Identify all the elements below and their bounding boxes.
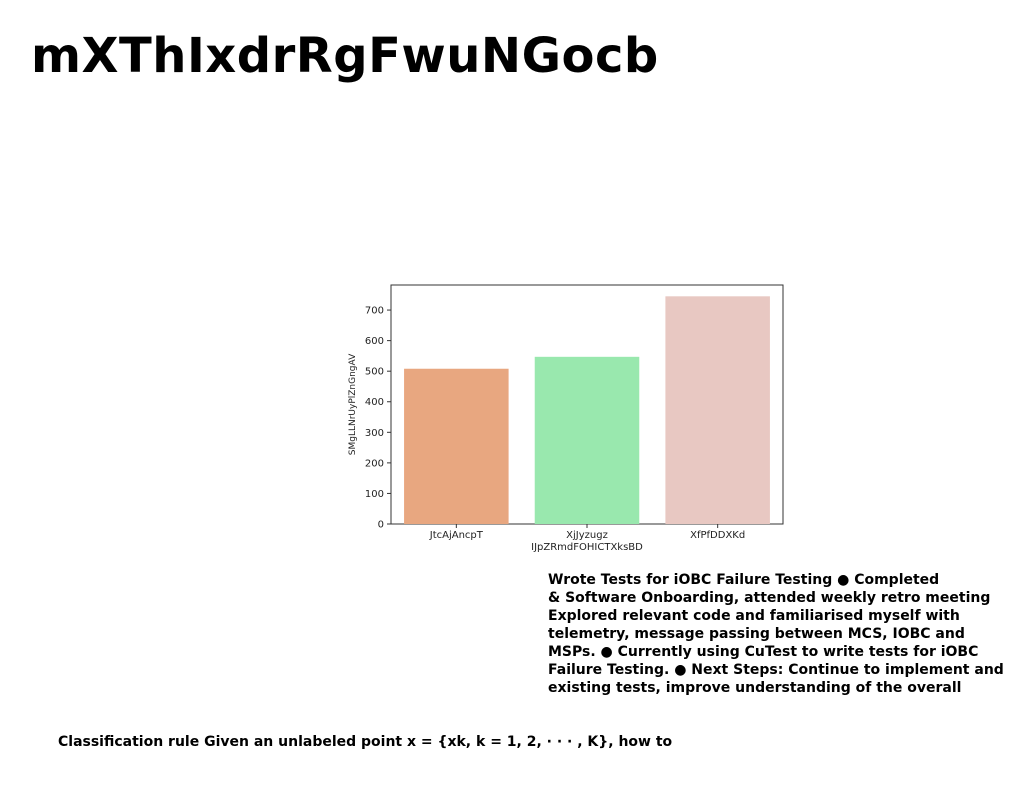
y-tick-label: 200	[365, 458, 384, 469]
notes-line: Failure Testing. ● Next Steps: Continue …	[548, 662, 1004, 678]
notes-line: Explored relevant code and familiarised …	[548, 608, 960, 624]
bar	[404, 368, 509, 524]
bar-chart: 0 100 200 300 400 500 600 700 SMgLLNrUyPlZnGngAV…	[340, 280, 790, 560]
bar	[665, 296, 770, 524]
x-tick-label: IJpZRmdFOHICTXksBD	[531, 542, 643, 553]
notes-line: MSPs. ● Currently using CuTest to write …	[548, 644, 979, 660]
y-tick-label: 100	[365, 489, 384, 500]
x-tick-label: XjJyzugz	[566, 530, 608, 541]
classification-rule-text: Classification rule Given an unlabeled p…	[58, 734, 673, 750]
y-tick-label: 400	[365, 397, 384, 408]
x-tick-label: JtcAjAncpT	[429, 530, 484, 541]
notes-line: & Software Onboarding, attended weekly r…	[548, 590, 991, 606]
y-tick-label: 700	[365, 306, 384, 317]
y-tick-label: 600	[365, 336, 384, 347]
y-tick-label: 0	[378, 520, 384, 531]
bar-chart-svg: 0 100 200 300 400 500 600 700 SMgLLNrUyPlZnGngAV…	[348, 284, 784, 553]
y-tick-label: 300	[365, 428, 384, 439]
bar	[534, 356, 640, 524]
page-title: mXThIxdrRgFwuNGocb	[31, 28, 659, 84]
y-tick-label: 500	[365, 367, 384, 378]
notes-block: Wrote Tests for iOBC Failure Testing ● C…	[548, 571, 1024, 697]
notes-line: telemetry, message passing between MCS, …	[548, 626, 965, 642]
x-tick-label: XfPfDDXKd	[690, 530, 745, 541]
notes-line: existing tests, improve understanding of…	[548, 680, 962, 696]
y-axis-label: SMgLLNrUyPlZnGngAV	[348, 353, 358, 455]
notes-line: Wrote Tests for iOBC Failure Testing ● C…	[548, 572, 940, 588]
